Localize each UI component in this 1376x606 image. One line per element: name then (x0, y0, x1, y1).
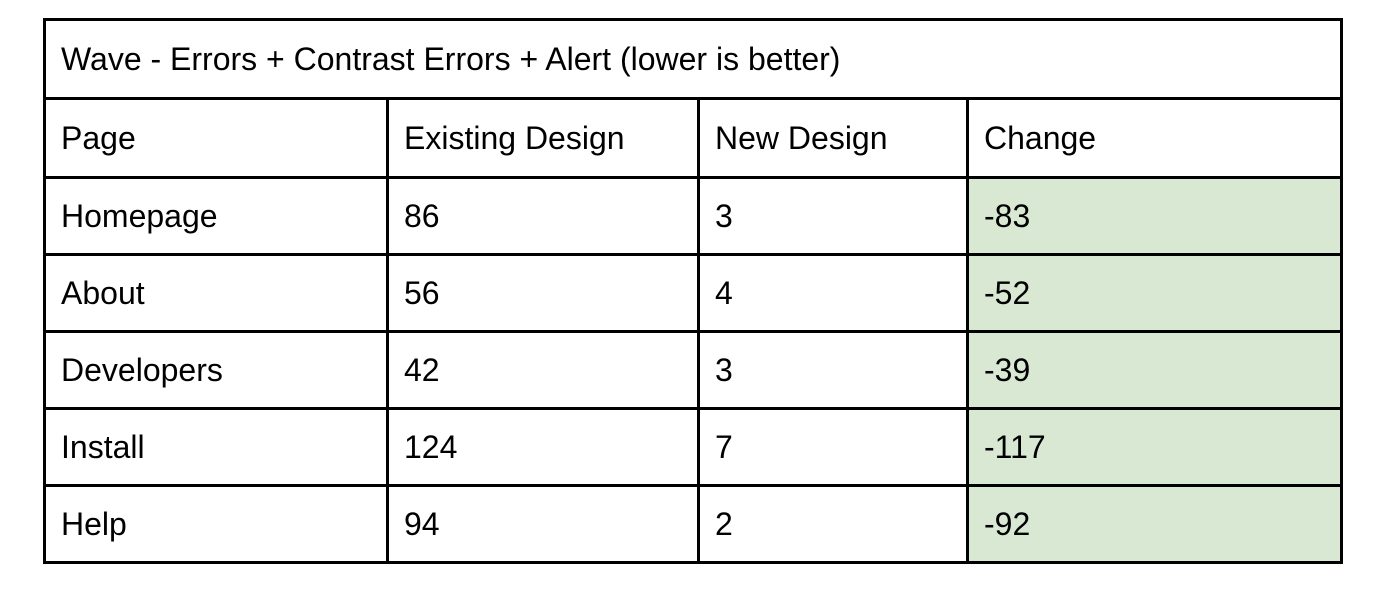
cell-new: 3 (697, 330, 969, 410)
cell-change: -39 (965, 330, 1344, 410)
table-row: Developers 42 3 -39 (43, 330, 1344, 410)
column-header-existing-design: Existing Design (386, 97, 700, 179)
table-row: Help 94 2 -92 (43, 484, 1344, 564)
cell-new: 3 (697, 176, 969, 256)
cell-new: 4 (697, 253, 969, 333)
cell-existing: 124 (386, 407, 700, 487)
column-header-new-design: New Design (697, 97, 969, 179)
table-title-row: Wave - Errors + Contrast Errors + Alert … (42, 18, 1344, 100)
cell-new: 7 (697, 407, 969, 487)
cell-page: Install (43, 407, 389, 487)
cell-new: 2 (697, 484, 969, 564)
cell-page: About (43, 253, 389, 333)
cell-page: Homepage (43, 176, 389, 256)
cell-existing: 94 (386, 484, 700, 564)
cell-change: -83 (965, 176, 1344, 256)
cell-change: -52 (965, 253, 1344, 333)
cell-existing: 42 (386, 330, 700, 410)
cell-page: Developers (43, 330, 389, 410)
table-row: About 56 4 -52 (43, 253, 1344, 333)
table-header-row: Page Existing Design New Design Change (43, 97, 1344, 179)
cell-change: -92 (965, 484, 1344, 564)
cell-existing: 56 (386, 253, 700, 333)
column-header-page: Page (43, 97, 389, 179)
cell-change: -117 (965, 407, 1344, 487)
wave-results-table: Wave - Errors + Contrast Errors + Alert … (42, 18, 1344, 564)
cell-page: Help (43, 484, 389, 564)
table-title: Wave - Errors + Contrast Errors + Alert … (42, 18, 1344, 100)
results-table-container: Wave - Errors + Contrast Errors + Alert … (42, 18, 1344, 564)
cell-existing: 86 (386, 176, 700, 256)
column-header-change: Change (965, 97, 1344, 179)
table-row: Homepage 86 3 -83 (43, 176, 1344, 256)
table-row: Install 124 7 -117 (43, 407, 1344, 487)
